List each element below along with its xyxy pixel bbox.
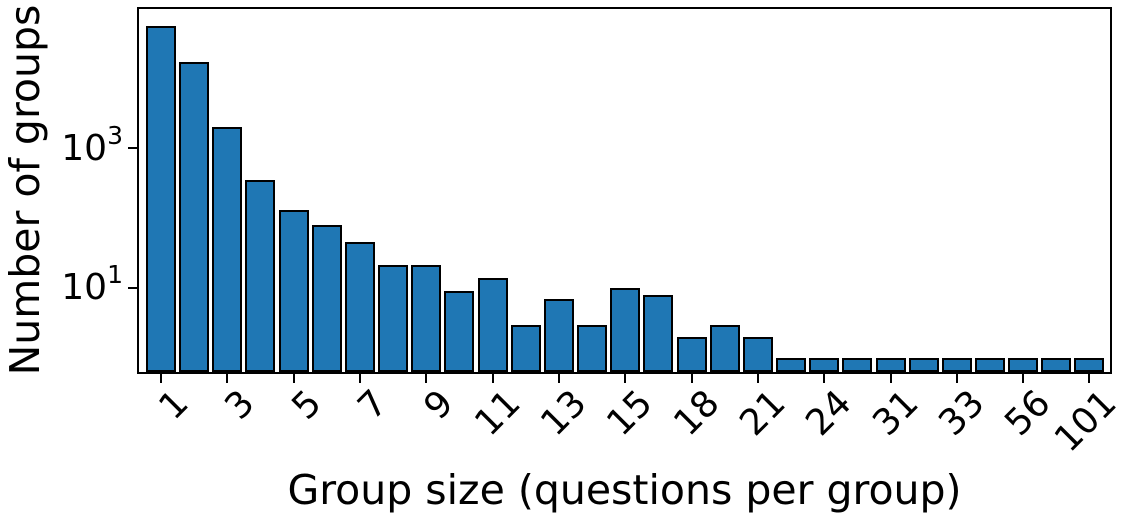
- bar: [776, 357, 807, 372]
- bar: [975, 357, 1005, 372]
- x-tick-label: 9: [416, 382, 462, 428]
- bar: [842, 357, 873, 372]
- bar: [1074, 357, 1105, 372]
- x-tick-label: 31: [864, 382, 927, 444]
- x-axis-label: Group size (questions per group): [287, 466, 962, 514]
- bar: [643, 294, 674, 372]
- bar: [577, 324, 608, 372]
- x-tick: [425, 374, 428, 383]
- bar: [378, 265, 409, 372]
- x-tick: [557, 374, 560, 383]
- x-tick: [889, 374, 892, 383]
- x-tick-label: 15: [599, 382, 661, 444]
- y-tick: [128, 147, 137, 149]
- x-tick-label: 7: [350, 382, 396, 428]
- bar: [477, 277, 508, 372]
- bar: [311, 224, 342, 372]
- bar: [179, 61, 210, 372]
- bar: [411, 265, 442, 372]
- bar: [742, 336, 773, 372]
- bar: [146, 26, 176, 372]
- bar: [676, 336, 707, 372]
- plot-area: [137, 7, 1112, 374]
- bar: [709, 324, 740, 372]
- bar: [809, 357, 840, 372]
- x-tick: [756, 374, 759, 383]
- bar: [875, 357, 906, 372]
- x-tick-label: 33: [931, 382, 993, 444]
- x-tick: [160, 374, 162, 383]
- bar: [543, 298, 574, 372]
- x-tick-label: 13: [533, 382, 595, 444]
- x-tick: [491, 374, 494, 383]
- bar: [610, 287, 641, 372]
- bar: [510, 324, 541, 372]
- x-tick: [690, 374, 693, 383]
- bar: [1041, 357, 1072, 372]
- bar: [212, 126, 243, 372]
- x-tick-label: 24: [798, 382, 860, 444]
- x-tick-label: 18: [665, 382, 728, 444]
- bar: [344, 242, 375, 372]
- x-tick-label: 3: [217, 382, 263, 428]
- x-tick: [624, 374, 627, 383]
- bar: [245, 179, 276, 372]
- x-tick: [955, 374, 958, 383]
- x-tick: [292, 374, 295, 383]
- x-tick: [823, 374, 826, 383]
- y-tick-label: 10 1: [61, 260, 123, 309]
- y-tick-label: 10 3: [61, 120, 123, 169]
- bar: [1008, 357, 1039, 372]
- y-tick: [128, 286, 137, 289]
- x-tick: [358, 374, 361, 383]
- x-tick-label: 21: [732, 382, 794, 444]
- y-axis-label: Number of groups: [1, 4, 49, 376]
- bar: [278, 210, 309, 372]
- bar: [444, 291, 475, 372]
- x-tick: [1022, 374, 1025, 383]
- x-tick-label: 1: [151, 382, 197, 428]
- x-tick-label: 56: [997, 382, 1059, 444]
- bar: [908, 357, 939, 372]
- bar: [941, 357, 972, 372]
- x-tick: [226, 374, 229, 383]
- x-tick: [1088, 374, 1091, 383]
- x-tick-label: 101: [1047, 382, 1122, 461]
- x-tick-label: 11: [466, 382, 529, 444]
- x-tick-label: 5: [284, 382, 330, 428]
